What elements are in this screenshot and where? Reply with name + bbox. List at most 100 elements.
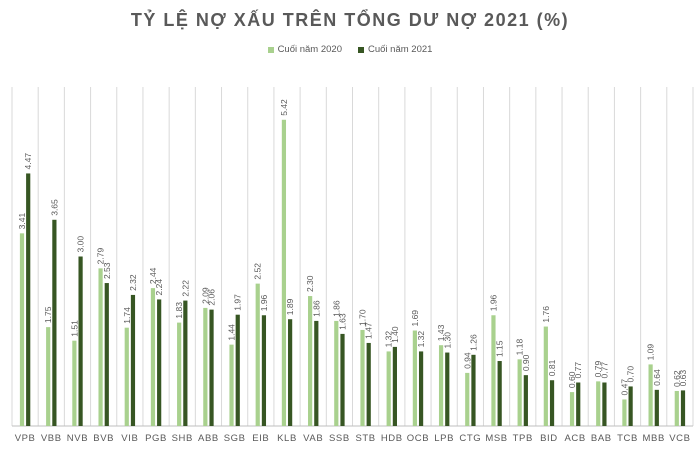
bar-acb-2021 xyxy=(576,382,581,426)
data-label-klb-2021: 1.89 xyxy=(285,298,295,315)
legend-swatch-2021 xyxy=(358,46,364,53)
data-label-eib-2020: 2.52 xyxy=(253,263,263,280)
category-label-ctg: CTG xyxy=(459,433,481,444)
bar-stb-2020 xyxy=(360,329,365,426)
data-label-vcb-2020: 0.62 xyxy=(672,370,682,387)
bar-bvb-2021 xyxy=(104,283,109,426)
data-label-msb-2021: 1.15 xyxy=(495,340,505,357)
data-label-acb-2020: 0.60 xyxy=(567,371,577,388)
category-label-eib: EIB xyxy=(252,433,269,444)
data-label-vpb-2021: 4.47 xyxy=(23,153,33,170)
bar-pgb-2021 xyxy=(157,299,162,426)
data-label-lpb-2020: 1.43 xyxy=(436,324,446,341)
category-label-tcb: TCB xyxy=(617,433,638,444)
bar-ocb-2021 xyxy=(418,351,424,426)
legend-item-2020: Cuối năm 2020 xyxy=(267,44,342,55)
bar-mbb-2020 xyxy=(648,364,653,426)
data-label-nvb-2021: 3.00 xyxy=(76,236,86,253)
bar-vab-2020 xyxy=(308,296,313,426)
category-label-msb: MSB xyxy=(485,433,507,444)
bar-vib-2020 xyxy=(124,327,129,426)
category-label-ocb: OCB xyxy=(407,433,429,444)
data-label-abb-2021: 2.06 xyxy=(207,289,217,306)
bar-klb-2020 xyxy=(281,119,287,427)
category-label-bvb: BVB xyxy=(93,433,114,444)
bar-shb-2020 xyxy=(177,322,182,426)
data-label-vbb-2021: 3.65 xyxy=(49,199,59,216)
bar-hdb-2020 xyxy=(386,351,391,426)
category-label-nvb: NVB xyxy=(67,433,88,444)
bar-mbb-2021 xyxy=(654,389,659,426)
data-label-mbb-2020: 1.09 xyxy=(646,344,656,361)
bar-vab-2021 xyxy=(314,320,319,426)
data-label-hdb-2021: 1.40 xyxy=(390,326,400,343)
bar-hdb-2021 xyxy=(392,346,397,426)
bar-ctg-2021 xyxy=(471,354,476,426)
bar-tpb-2021 xyxy=(523,375,528,426)
legend-label-2021: Cuối năm 2021 xyxy=(368,44,433,55)
category-label-vpb: VPB xyxy=(15,433,36,444)
data-label-mbb-2021: 0.64 xyxy=(652,369,662,386)
data-label-vpb-2020: 3.41 xyxy=(17,213,27,230)
data-label-sgb-2020: 1.44 xyxy=(227,324,237,341)
data-label-pgb-2021: 2.24 xyxy=(154,279,164,296)
data-label-lpb-2021: 1.30 xyxy=(442,332,452,349)
bar-pgb-2020 xyxy=(150,288,156,426)
category-label-mbb: MBB xyxy=(643,433,665,444)
data-label-shb-2021: 2.22 xyxy=(180,280,190,297)
data-label-vcb-2021: 0.63 xyxy=(678,370,688,387)
category-label-vib: VIB xyxy=(121,433,138,444)
category-label-stb: STB xyxy=(355,433,375,444)
legend-item-2021: Cuối năm 2021 xyxy=(358,44,432,55)
data-label-ctg-2021: 1.26 xyxy=(468,334,478,351)
data-label-vbb-2020: 1.75 xyxy=(43,306,53,323)
category-label-ssb: SSB xyxy=(329,433,350,444)
bar-vcb-2020 xyxy=(674,390,679,426)
category-label-lpb: LPB xyxy=(434,433,454,444)
data-label-vab-2021: 1.86 xyxy=(311,300,321,317)
bar-ocb-2020 xyxy=(412,330,417,426)
data-label-msb-2020: 1.96 xyxy=(488,294,498,311)
data-label-pgb-2020: 2.44 xyxy=(148,267,158,284)
bar-tcb-2020 xyxy=(622,399,627,426)
data-label-tpb-2020: 1.18 xyxy=(515,339,525,356)
data-label-stb-2021: 1.47 xyxy=(364,322,374,339)
bar-nvb-2021 xyxy=(78,256,83,426)
bar-sgb-2020 xyxy=(229,344,234,426)
data-label-tcb-2021: 0.70 xyxy=(626,366,636,383)
bar-nvb-2020 xyxy=(72,340,77,426)
data-label-vib-2020: 1.74 xyxy=(122,307,132,324)
bar-vpb-2021 xyxy=(26,173,31,426)
data-label-vib-2021: 2.32 xyxy=(128,274,138,291)
bar-vib-2021 xyxy=(130,294,136,426)
data-label-bid-2021: 0.81 xyxy=(547,359,557,376)
bar-vpb-2020 xyxy=(19,233,25,426)
category-label-pgb: PGB xyxy=(145,433,167,444)
data-label-bvb-2020: 2.79 xyxy=(96,248,106,265)
data-label-bab-2021: 0.77 xyxy=(599,362,609,379)
data-label-vab-2020: 2.30 xyxy=(305,275,315,292)
bar-abb-2021 xyxy=(209,309,214,426)
bar-msb-2021 xyxy=(497,361,502,426)
bar-eib-2021 xyxy=(261,315,267,426)
data-label-abb-2020: 2.09 xyxy=(200,287,210,304)
bar-lpb-2020 xyxy=(438,345,444,426)
bar-bab-2020 xyxy=(596,381,601,426)
category-label-bid: BID xyxy=(540,433,558,444)
chart-legend: Cuối năm 2020 Cuối năm 2021 xyxy=(0,44,700,55)
data-label-tcb-2020: 0.47 xyxy=(619,379,629,396)
bar-klb-2021 xyxy=(288,319,293,426)
category-label-vcb: VCB xyxy=(669,433,690,444)
category-label-klb: KLB xyxy=(277,433,297,444)
data-label-shb-2020: 1.83 xyxy=(174,302,184,319)
data-label-nvb-2020: 1.51 xyxy=(69,320,79,337)
legend-label-2020: Cuối năm 2020 xyxy=(277,44,342,55)
bar-tcb-2021 xyxy=(628,386,633,426)
data-label-tpb-2021: 0.90 xyxy=(521,354,531,371)
bar-bvb-2020 xyxy=(98,268,103,426)
chart-title: TỶ LỆ NỢ XẤU TRÊN TỔNG DƯ NỢ 2021 (%) xyxy=(130,10,570,30)
category-label-tpb: TPB xyxy=(513,433,533,444)
category-label-bab: BAB xyxy=(591,433,612,444)
data-label-eib-2021: 1.96 xyxy=(259,294,269,311)
